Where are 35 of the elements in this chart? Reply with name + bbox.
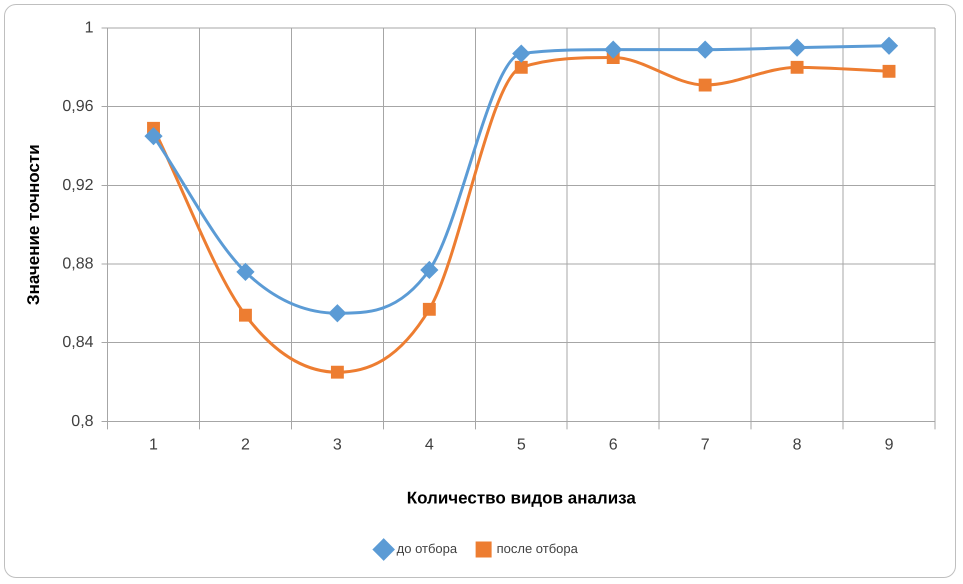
x-tick-label: 6 — [608, 436, 618, 454]
y-tick-label: 0,8 — [71, 412, 94, 430]
point — [790, 60, 804, 74]
point — [420, 261, 438, 278]
y-tick-label: 0,92 — [62, 176, 94, 194]
point — [514, 60, 528, 74]
point — [145, 128, 162, 145]
x-tick-label: 3 — [332, 436, 342, 454]
point — [880, 37, 898, 54]
point — [698, 78, 712, 92]
x-tick-label: 1 — [149, 436, 158, 454]
x-tick-label: 9 — [884, 436, 894, 454]
y-tick-label: 1 — [84, 19, 94, 36]
point — [328, 304, 346, 322]
y-tick-label: 0,96 — [62, 98, 94, 116]
y-tick-label: 0,84 — [62, 334, 94, 352]
x-tick-label: 2 — [240, 436, 250, 454]
x-axis-title: Количество видов анализа — [406, 488, 636, 508]
x-tick-label: 8 — [792, 436, 802, 454]
legend-label: после отбора — [496, 541, 579, 556]
point — [330, 366, 344, 379]
point — [882, 64, 896, 78]
y-tick-label: 0,88 — [62, 255, 94, 272]
x-tick-label: 7 — [700, 436, 710, 454]
point — [236, 263, 254, 280]
point — [422, 302, 436, 316]
legend-label: до отбора — [396, 541, 458, 556]
point — [788, 39, 806, 56]
point — [512, 45, 530, 62]
x-tick-label: 4 — [424, 436, 434, 454]
point — [239, 308, 252, 322]
x-tick-label: 5 — [516, 436, 526, 454]
y-axis-title: Значение точности — [24, 144, 43, 306]
point — [604, 41, 622, 58]
point — [696, 41, 714, 58]
